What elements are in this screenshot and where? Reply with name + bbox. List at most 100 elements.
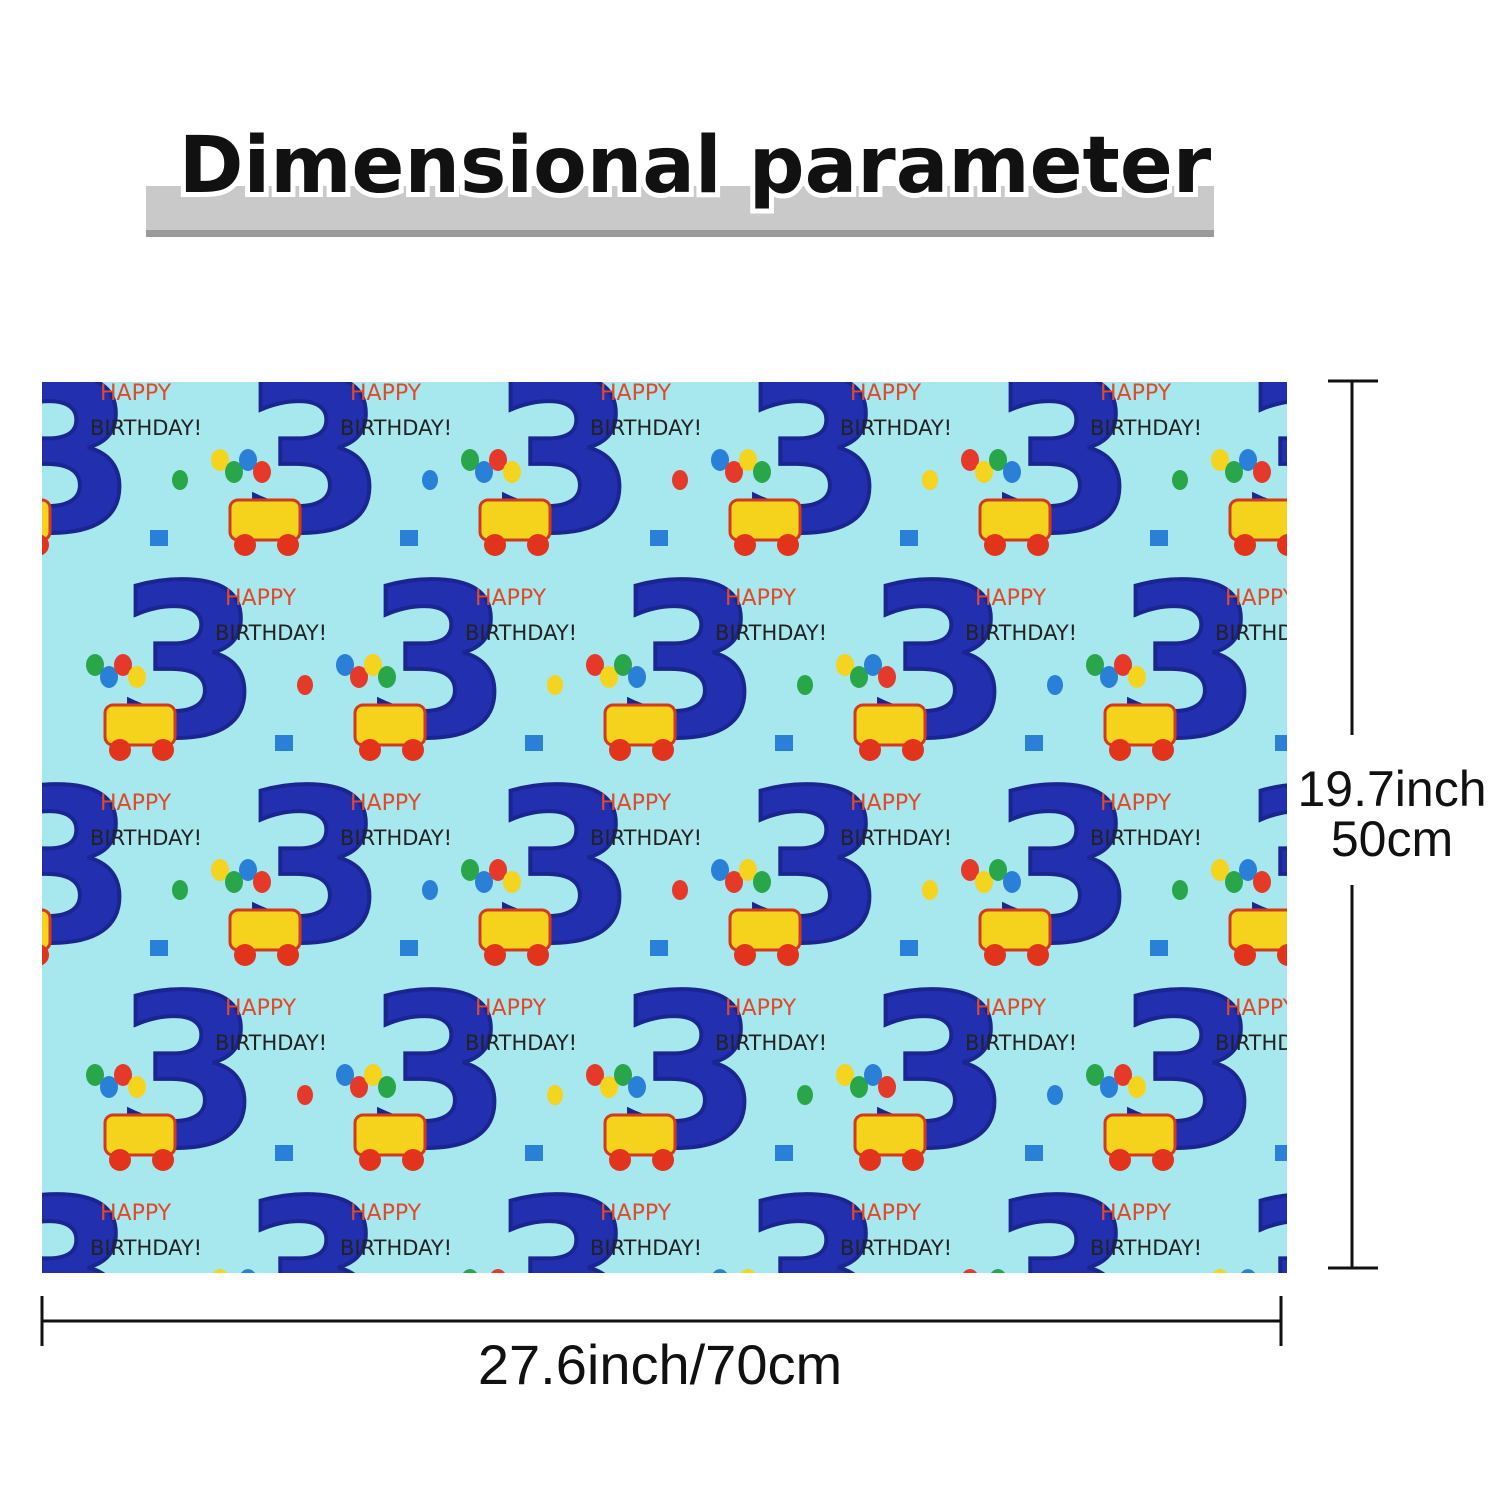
balloon — [961, 859, 979, 881]
gift — [1150, 1350, 1168, 1366]
wheel — [734, 944, 756, 966]
gift — [525, 1145, 543, 1161]
birthday-text: BIRTHDAY! — [215, 1031, 327, 1055]
wheel — [1277, 944, 1287, 966]
width-label: 27.6inch/70cm — [478, 1333, 842, 1396]
happy-text: HAPPY — [600, 791, 672, 816]
balloon — [878, 666, 896, 688]
bulldozer — [1230, 1320, 1300, 1360]
balloon — [211, 859, 229, 881]
balloon — [628, 666, 646, 688]
balloon — [239, 859, 257, 881]
happy-text: HAPPY — [1100, 1201, 1172, 1226]
balloon — [1241, 1269, 1255, 1273]
balloon — [0, 859, 7, 881]
happy-text: HAPPY — [975, 996, 1047, 1021]
happy-text: HAPPY — [100, 381, 172, 406]
gift — [650, 530, 668, 546]
happy-text: HAPPY — [350, 791, 422, 816]
bulldozer — [978, 498, 1052, 542]
balloon — [753, 871, 771, 893]
happy-text: HAPPY — [1225, 586, 1297, 611]
happy-text: HAPPY — [850, 791, 922, 816]
balloon — [1114, 654, 1132, 676]
balloon — [491, 1269, 505, 1273]
balloon — [672, 1290, 688, 1310]
balloon — [1100, 666, 1118, 688]
gift — [1150, 940, 1168, 956]
balloon — [922, 880, 938, 900]
happy-text: HAPPY — [725, 996, 797, 1021]
balloon — [1422, 880, 1438, 900]
wheel — [1234, 1354, 1256, 1376]
wheel — [484, 944, 506, 966]
wheel — [609, 739, 631, 761]
birthday-text: BIRTHDAY! — [340, 416, 452, 440]
balloon — [1100, 1076, 1118, 1098]
balloon — [1128, 1076, 1146, 1098]
bulldozer — [228, 498, 302, 542]
balloon — [114, 1064, 132, 1086]
bulldozer — [103, 1113, 177, 1157]
balloon — [711, 449, 729, 471]
gift — [1150, 530, 1168, 546]
wheel — [902, 739, 924, 761]
wheel — [109, 739, 131, 761]
bulldozer — [728, 498, 802, 542]
gift — [775, 735, 793, 751]
wheel — [1234, 534, 1256, 556]
balloon — [672, 470, 688, 490]
wheel — [859, 739, 881, 761]
gift — [400, 940, 418, 956]
balloon — [961, 449, 979, 471]
happy-text: HAPPY — [350, 381, 422, 406]
wheel — [984, 944, 1006, 966]
balloon — [3, 1281, 21, 1303]
title-band — [146, 186, 1214, 234]
birthday-text: BIRTHDAY! — [965, 621, 1077, 645]
balloon — [1047, 675, 1063, 695]
balloon — [975, 461, 993, 483]
balloon — [1239, 449, 1257, 471]
balloon — [461, 859, 479, 881]
birthday-text: BIRTHDAY! — [715, 1031, 827, 1055]
wheel — [777, 944, 799, 966]
birthday-text: BIRTHDAY! — [1090, 826, 1202, 850]
balloon — [225, 871, 243, 893]
wheel — [1152, 1149, 1174, 1171]
bulldozer — [978, 908, 1052, 952]
wheel — [1109, 739, 1131, 761]
balloon — [797, 675, 813, 695]
balloon — [1239, 859, 1257, 881]
balloon — [1225, 1281, 1243, 1303]
balloon — [989, 449, 1007, 471]
gift — [1400, 940, 1418, 956]
wheel — [42, 534, 49, 556]
birthday-text: BIRTHDAY! — [1340, 1236, 1452, 1260]
birthday-text: BIRTHDAY! — [590, 1236, 702, 1260]
balloon — [422, 1290, 438, 1310]
balloon — [225, 461, 243, 483]
wheel — [484, 534, 506, 556]
balloon — [753, 1281, 771, 1303]
wheel — [1152, 739, 1174, 761]
number-three: 3 — [1365, 540, 1500, 785]
gift — [775, 1145, 793, 1161]
wheel — [984, 1354, 1006, 1376]
balloon — [239, 449, 257, 471]
bulldozer — [478, 498, 552, 542]
wheel — [609, 1149, 631, 1171]
wheel — [277, 944, 299, 966]
balloon — [128, 666, 146, 688]
wheel — [402, 1149, 424, 1171]
bulldozer — [853, 703, 927, 747]
balloon — [1225, 871, 1243, 893]
happy-text: HAPPY — [850, 1201, 922, 1226]
gift — [1025, 735, 1043, 751]
gift — [1400, 1350, 1418, 1366]
